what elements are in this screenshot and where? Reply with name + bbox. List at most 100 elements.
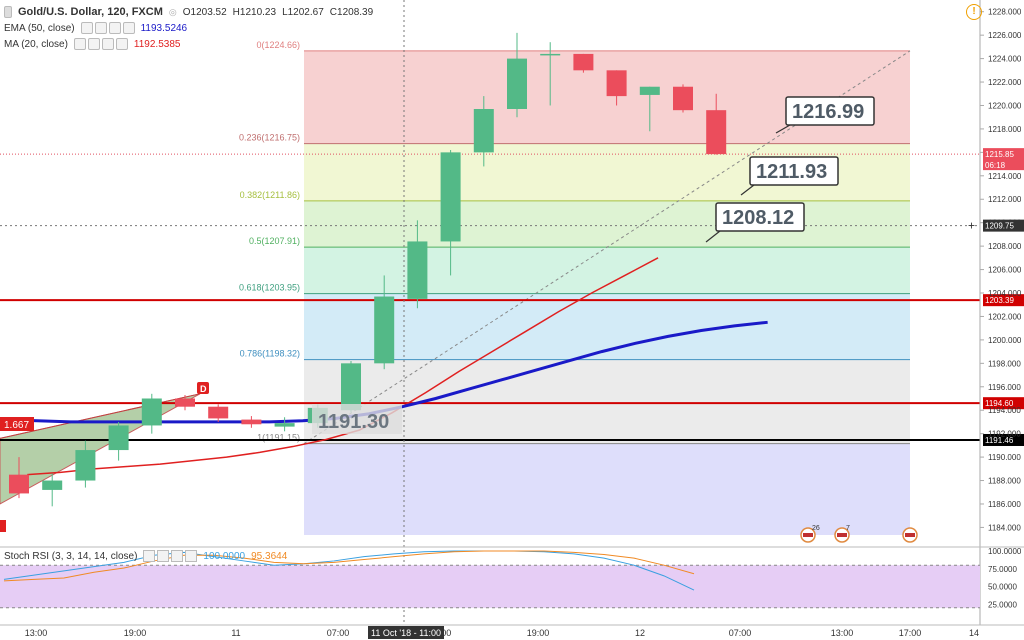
fib-label: 0.786(1198.32): [240, 349, 300, 359]
callout-1216-99-pointer: [775, 124, 791, 134]
time-cursor-badge: [368, 626, 444, 639]
price-tick-label: 1224.000: [988, 55, 1022, 64]
time-tick-label: 19:00: [124, 628, 147, 638]
candle-body: [673, 86, 693, 111]
price-tick-label: 1222.000: [988, 78, 1022, 87]
fib-zone: [304, 293, 910, 360]
candle-body: [639, 86, 660, 95]
rsi-label: Stoch RSI (3, 3, 14, 14, close): [4, 550, 138, 562]
ema-controls[interactable]: [80, 22, 135, 34]
price-tick-label: 1196.000: [988, 383, 1021, 392]
price-tick-label: 1194.000: [988, 406, 1021, 415]
callout-1191-30-label: 1191.30: [318, 411, 389, 433]
ma-value: 1192.5385: [133, 38, 181, 50]
price-tick-label: 1212.000: [988, 195, 1022, 204]
fib-label: 1(1191.15): [257, 433, 300, 443]
symbol-toggle-icon[interactable]: ◎: [168, 6, 177, 17]
price-axis-badge: [983, 294, 1024, 307]
price-tick-label: 1218.000: [988, 125, 1022, 134]
price-badge-label: 1209.75: [985, 222, 1014, 231]
fib-zone: [304, 443, 910, 535]
ema-value: 1193.5246: [140, 22, 188, 34]
rsi-d-value: 95.3644: [251, 550, 288, 562]
price-badge: [983, 219, 1024, 232]
candle-body: [9, 474, 29, 494]
candle-body: [606, 70, 627, 97]
ratio-badge: [0, 417, 34, 431]
price-tick-label: 1184.000: [988, 523, 1021, 532]
price-tick-label: 1208.000: [988, 242, 1022, 251]
fib-zone: [304, 359, 910, 444]
price-tick-label: 1214.000: [988, 172, 1022, 181]
candle-body: [341, 363, 361, 411]
candle-body: [706, 110, 727, 155]
fib-label: 0(1224.66): [256, 40, 300, 50]
candle-body: [374, 296, 395, 364]
triangle-pattern: [0, 393, 201, 505]
callout-1216-99-box: [785, 96, 875, 126]
fib-zone: [304, 200, 910, 248]
symbol-title: Gold/U.S. Dollar, 120, FXCM: [18, 6, 163, 18]
time-cursor-label: 11 Oct '18 - 11:00: [371, 628, 441, 638]
candle-body: [208, 406, 229, 419]
chart-legend: Gold/U.S. Dollar, 120, FXCM ◎ O1203.52 H…: [4, 6, 374, 50]
price-tick-label: 1220.000: [988, 101, 1022, 110]
economic-event-flag: [803, 533, 813, 537]
price-tick-label: 1198.000: [988, 359, 1021, 368]
ohlc-open: 1203.52: [190, 6, 227, 18]
time-tick-label: 14: [969, 628, 979, 638]
time-tick-label: 13:00: [831, 628, 854, 638]
price-tick-label: 1206.000: [988, 266, 1022, 275]
rsi-tick-label: 50.0000: [988, 583, 1017, 592]
ohlc-close: 1208.39: [337, 6, 374, 18]
candle-body: [440, 152, 461, 242]
candle-body: [175, 398, 195, 407]
rsi-k-line: [3, 550, 695, 591]
price-tick-label: 1228.000: [988, 8, 1022, 17]
economic-event-flag: [837, 533, 847, 537]
warning-icon[interactable]: !: [966, 4, 982, 20]
ma-20-line: [27, 257, 659, 476]
rsi-band: [0, 565, 980, 608]
price-tick-label: 1226.000: [988, 31, 1022, 40]
price-axis-badge: [983, 397, 1024, 410]
rsi-tick-label: 75.0000: [988, 565, 1017, 574]
ma-controls[interactable]: [73, 38, 128, 50]
candle-body: [573, 53, 594, 71]
triangle-point-badge: [197, 382, 209, 394]
time-tick-label: 12: [635, 628, 645, 638]
fib-label: 0.5(1207.91): [249, 236, 300, 246]
price-axis-badge-label: 1203.39: [985, 296, 1014, 305]
price-axis-badge-label: 1194.60: [985, 399, 1014, 408]
price-badge: [983, 148, 1024, 171]
rsi-k-value: 100.0000: [203, 550, 246, 562]
price-tick-label: 1192.000: [988, 430, 1021, 439]
economic-event-flag: [905, 533, 915, 537]
price-tick-label: 1190.000: [988, 453, 1021, 462]
price-tick-label: 1188.000: [988, 477, 1021, 486]
callout-1216-99-label: 1216.99: [792, 101, 864, 123]
callout-1208-12-label: 1208.12: [722, 207, 794, 229]
callout-1208-12-pointer: [705, 230, 721, 243]
fib-label: 0.236(1216.75): [239, 133, 300, 143]
callout-1211-93-box: [749, 156, 839, 186]
collapse-icon[interactable]: [4, 6, 12, 18]
price-badge-label: 1215.85: [985, 150, 1014, 159]
ratio-badge-label: 1.667: [4, 420, 29, 431]
rsi-d-line: [3, 550, 695, 582]
fib-zone: [304, 247, 910, 294]
economic-event-count: 7: [846, 525, 850, 532]
callout-1191-30-box: [312, 404, 402, 434]
candle-body: [507, 58, 527, 109]
price-tick-label: 1186.000: [988, 500, 1021, 509]
time-tick-label: 19:00: [527, 628, 550, 638]
ohlc-high: 1210.23: [239, 6, 277, 18]
rsi-tick-label: 25.0000: [988, 600, 1017, 609]
price-tick-label: 1204.000: [988, 289, 1022, 298]
rsi-controls[interactable]: [143, 550, 198, 562]
candle-body: [108, 425, 129, 451]
ma-label: MA (20, close): [4, 38, 68, 50]
callout-1211-93-label: 1211.93: [756, 161, 827, 183]
crosshair-plus-icon: +: [968, 219, 975, 233]
